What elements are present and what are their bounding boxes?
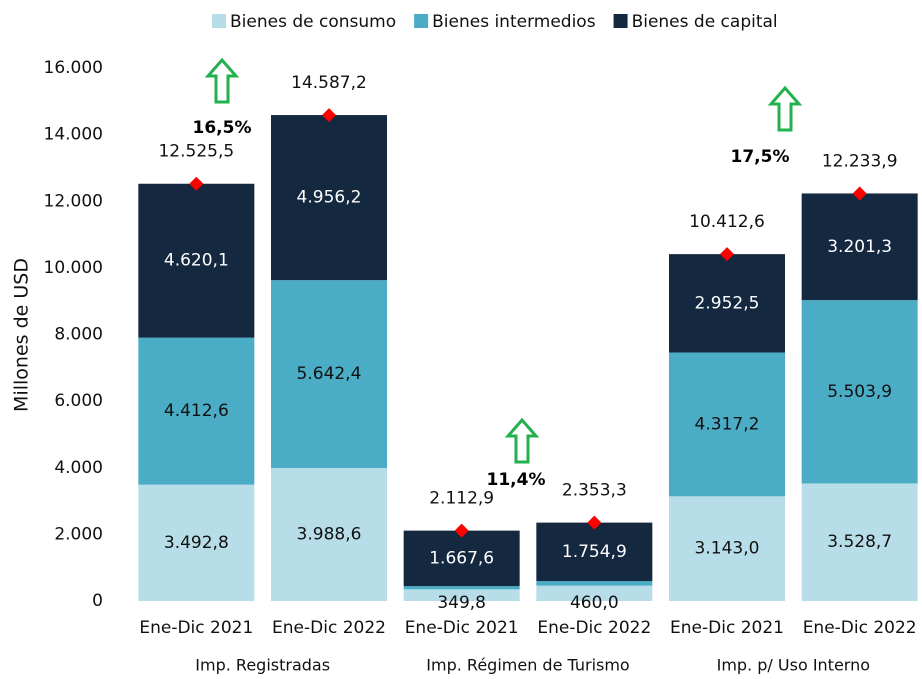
total-marker: [720, 247, 734, 262]
data-label: 4.412,6: [164, 401, 229, 421]
data-label: 3.492,8: [164, 533, 229, 553]
bar-segment: [271, 280, 387, 469]
bar-segment: [138, 183, 255, 338]
total-label: 12.233,9: [822, 151, 898, 171]
y-tick-label: 2.000: [54, 524, 103, 544]
data-label: 5.642,4: [297, 364, 362, 384]
bar-segment: [138, 484, 255, 601]
legend-label: Bienes intermedios: [432, 12, 596, 32]
data-label: 3.528,7: [827, 532, 892, 552]
total-marker: [852, 186, 867, 201]
legend-label: Bienes de consumo: [230, 12, 396, 32]
legend-swatch: [414, 14, 429, 28]
data-label: 460,0: [570, 593, 619, 613]
bar-segment: [271, 468, 387, 601]
bar-segment: [669, 496, 785, 601]
data-label: 1.754,9: [562, 542, 627, 562]
bar-segment: [138, 337, 255, 485]
data-label: 3.201,3: [827, 237, 892, 257]
annotation: 17,5%: [731, 147, 790, 167]
x-tick-label: Ene-Dic 2021: [405, 618, 519, 638]
data-label: 4.620,1: [164, 251, 229, 271]
bar-segment: [271, 115, 387, 281]
y-tick-label: 10.000: [44, 258, 103, 278]
bar-segment: [536, 522, 653, 582]
x-tick-label: Ene-Dic 2021: [670, 618, 784, 638]
data-label: 3.988,6: [297, 525, 362, 545]
growth-arrow: [204, 57, 240, 104]
annotation: 11,4%: [487, 470, 546, 490]
y-tick-label: 8.000: [54, 325, 103, 345]
bar-segment: [669, 254, 785, 353]
total-label: 12.525,5: [158, 142, 234, 162]
data-label: 2.952,5: [695, 293, 760, 313]
group-label: Imp. Régimen de Turismo: [426, 656, 629, 675]
group-label: Imp. p/ Uso Interno: [717, 656, 870, 675]
x-tick-label: Ene-Dic 2021: [139, 618, 253, 638]
y-tick-label: 0: [92, 591, 103, 611]
total-label: 2.112,9: [429, 489, 494, 509]
total-marker: [189, 176, 204, 191]
bar-segment: [403, 589, 520, 601]
total-label: 10.412,6: [689, 212, 765, 232]
data-label: 4.956,2: [297, 188, 362, 208]
y-tick-label: 16.000: [44, 58, 103, 78]
data-label: 3.143,0: [695, 539, 760, 559]
growth-arrow: [767, 85, 803, 132]
legend-swatch: [212, 14, 226, 28]
x-tick-label: Ene-Dic 2022: [803, 618, 917, 638]
bar-segment: [403, 530, 520, 587]
legend-swatch: [613, 14, 628, 28]
y-tick-label: 6.000: [54, 391, 103, 411]
total-label: 14.587,2: [291, 73, 367, 93]
bar-segment: [536, 581, 653, 586]
group-label: Imp. Registradas: [195, 656, 330, 675]
data-label: 349,8: [437, 593, 486, 613]
total-marker: [454, 523, 469, 538]
bar-segment: [801, 300, 918, 484]
total-label: 2.353,3: [562, 481, 627, 501]
total-marker: [322, 108, 336, 123]
y-axis-label: Millones de USD: [11, 258, 33, 412]
bar-segment: [669, 352, 785, 497]
bar-segment: [403, 586, 520, 590]
y-tick-label: 14.000: [44, 125, 103, 145]
bar-segment: [536, 585, 653, 601]
data-label: 1.667,6: [429, 548, 494, 568]
bar-segment: [801, 483, 918, 601]
growth-arrow: [504, 417, 540, 464]
x-tick-label: Ene-Dic 2022: [537, 618, 651, 638]
legend-label: Bienes de capital: [632, 12, 778, 32]
y-tick-label: 4.000: [54, 458, 103, 478]
data-label: 4.317,2: [695, 414, 760, 434]
x-tick-label: Ene-Dic 2022: [272, 618, 386, 638]
total-marker: [587, 515, 602, 530]
data-label: 5.503,9: [827, 382, 892, 402]
bar-segment: [801, 193, 918, 301]
y-tick-label: 12.000: [44, 191, 103, 211]
annotation: 16,5%: [193, 118, 252, 138]
